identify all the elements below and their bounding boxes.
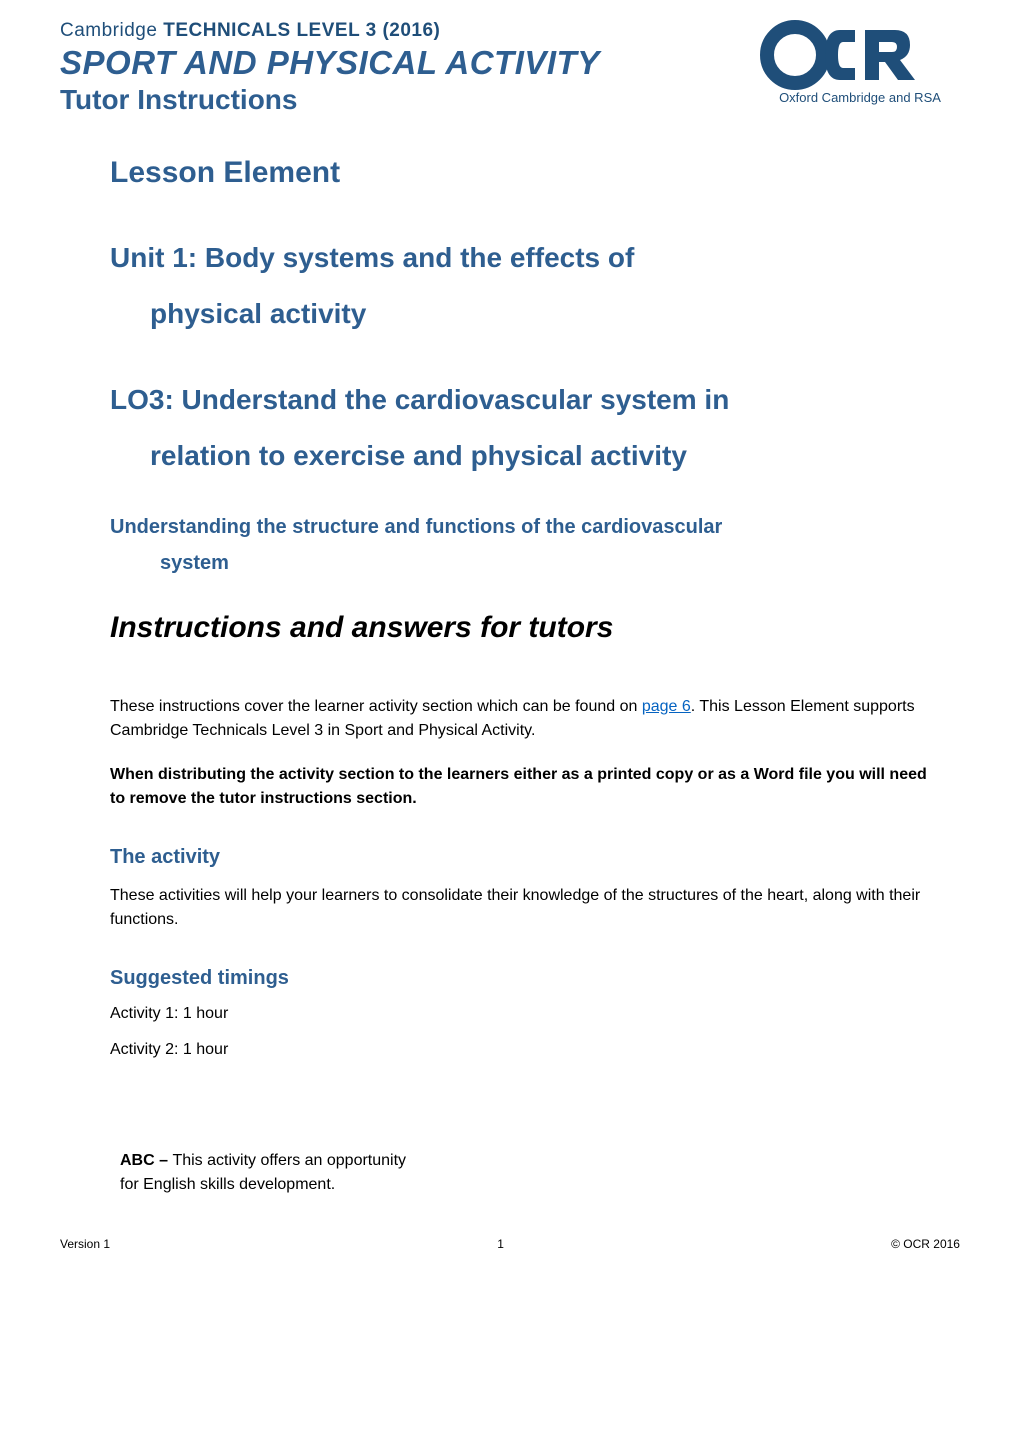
header-doc-type: Tutor Instructions [60, 84, 760, 116]
header-subject: SPORT AND PHYSICAL ACTIVITY [60, 44, 760, 82]
activity-1-timing: Activity 1: 1 hour [110, 1005, 940, 1023]
lo-title-line2: relation to exercise and physical activi… [110, 428, 940, 484]
footer-page-number: 1 [497, 1237, 504, 1251]
unit-title-line2: physical activity [110, 286, 940, 342]
main-content: Lesson Element Unit 1: Body systems and … [60, 156, 960, 1197]
intro-paragraph: These instructions cover the learner act… [110, 695, 940, 743]
header-qualification-line: Cambridge TECHNICALS LEVEL 3 (2016) [60, 20, 760, 42]
timings-heading: Suggested timings [110, 967, 940, 990]
svg-text:Oxford Cambridge and RSA: Oxford Cambridge and RSA [779, 90, 941, 105]
activity-description: These activities will help your learners… [110, 884, 940, 932]
para1-text1: These instructions cover the learner act… [110, 698, 642, 715]
footer-version: Version 1 [60, 1237, 110, 1251]
footer-copyright: © OCR 2016 [891, 1237, 960, 1251]
abc-note: ABC – This activity offers an opportunit… [110, 1149, 410, 1197]
header-prefix: Cambridge [60, 20, 163, 41]
page-link[interactable]: page 6 [642, 698, 691, 715]
learning-objective-title: LO3: Understand the cardiovascular syste… [110, 372, 940, 484]
header-level: TECHNICALS LEVEL 3 (2016) [163, 20, 440, 41]
abc-label: ABC – [120, 1152, 172, 1169]
header-title-block: Cambridge TECHNICALS LEVEL 3 (2016) SPOR… [60, 20, 760, 116]
page-footer: Version 1 1 © OCR 2016 [60, 1237, 960, 1251]
lesson-element-heading: Lesson Element [110, 156, 940, 190]
distribution-note: When distributing the activity section t… [110, 763, 940, 811]
activity-2-timing: Activity 2: 1 hour [110, 1041, 940, 1059]
lo-title-line1: LO3: Understand the cardiovascular syste… [110, 372, 940, 428]
instructions-title: Instructions and answers for tutors [110, 611, 940, 645]
ocr-logo: Oxford Cambridge and RSA [760, 20, 960, 110]
unit-title: Unit 1: Body systems and the effects of … [110, 230, 940, 342]
page-header: Cambridge TECHNICALS LEVEL 3 (2016) SPOR… [60, 20, 960, 116]
sub-heading-line1: Understanding the structure and function… [110, 509, 940, 545]
activity-heading: The activity [110, 846, 940, 869]
ocr-logo-svg: Oxford Cambridge and RSA [760, 20, 960, 110]
sub-heading: Understanding the structure and function… [110, 509, 940, 581]
unit-title-line1: Unit 1: Body systems and the effects of [110, 230, 940, 286]
sub-heading-line2: system [110, 545, 940, 581]
